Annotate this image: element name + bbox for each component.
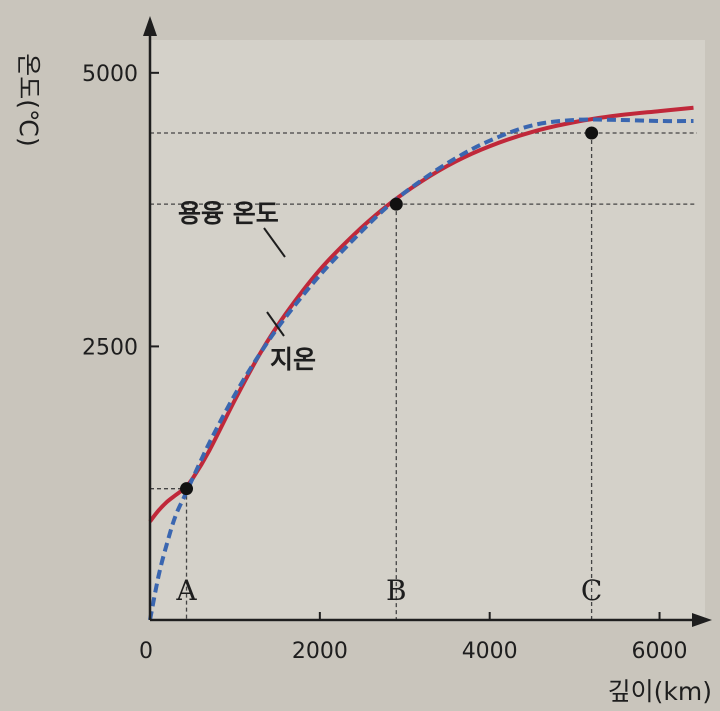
series-layer <box>148 105 694 621</box>
series-line-geotherm <box>148 117 694 621</box>
x-tick-label: 4000 <box>462 639 518 664</box>
y-tick-label: 2500 <box>82 335 138 360</box>
point-label-a: A <box>175 574 197 607</box>
y-axis-title: 온도(℃) <box>14 53 43 147</box>
points-layer: A B C <box>175 126 602 607</box>
series-line-melting-temperature <box>148 105 694 523</box>
x-axis-title: 깊이(km) <box>608 677 712 706</box>
x-tick-label: 0 <box>139 639 153 664</box>
y-tick-label: 5000 <box>82 62 138 87</box>
x-tick-label: 2000 <box>292 639 348 664</box>
series-label-geotherm-leader <box>266 311 285 337</box>
point-label-c: C <box>581 574 602 607</box>
point-marker-a <box>180 482 194 496</box>
y-axis-arrow <box>143 16 157 36</box>
x-axis-arrow <box>692 613 712 627</box>
point-marker-c <box>585 126 599 140</box>
point-label-b: B <box>386 574 407 607</box>
ticks-layer: 0 2000 4000 6000 2500 5000 <box>82 62 688 664</box>
series-label-geotherm: 지온 <box>270 345 316 374</box>
plot-paper <box>150 40 705 622</box>
x-tick-label: 6000 <box>632 639 688 664</box>
point-marker-b <box>389 197 403 211</box>
series-label-melting-leader <box>263 227 286 258</box>
series-label-melting: 용융 온도 <box>178 199 279 228</box>
